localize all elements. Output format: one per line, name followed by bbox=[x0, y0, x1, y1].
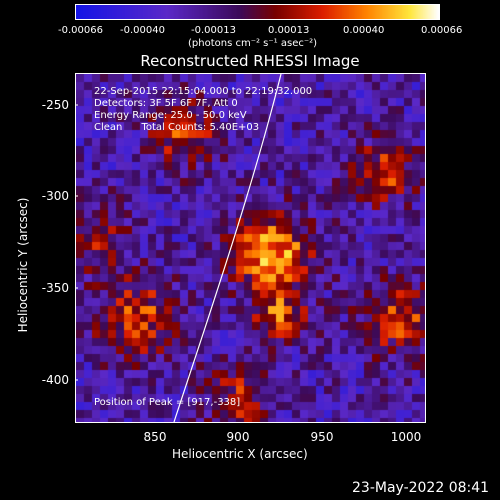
info-counts: Clean Total Counts: 5.40E+03 bbox=[94, 122, 260, 133]
y-tick: -300 bbox=[41, 189, 69, 203]
x-tick: 900 bbox=[226, 430, 250, 444]
info-time: 22-Sep-2015 22:15:04.000 to 22:19:32.000 bbox=[94, 86, 313, 97]
x-tick: 950 bbox=[310, 430, 334, 444]
solar-limb bbox=[173, 74, 282, 422]
y-tick: -350 bbox=[41, 281, 69, 295]
timestamp: 23-May-2022 08:41 bbox=[352, 480, 490, 496]
y-tick: -400 bbox=[41, 373, 69, 387]
colorbar-tick: 0.00040 bbox=[343, 25, 385, 36]
colorbar-tick: -0.00013 bbox=[191, 25, 236, 36]
plot-title: Reconstructed RHESSI Image bbox=[140, 52, 360, 70]
image-plot: 22-Sep-2015 22:15:04.000 to 22:19:32.000… bbox=[75, 73, 426, 423]
y-tick-marks bbox=[75, 104, 78, 381]
colorbar-unit: (photons cm⁻² s⁻¹ asec⁻²) bbox=[188, 38, 318, 49]
colorbar bbox=[75, 4, 440, 20]
rhessi-image bbox=[76, 74, 425, 422]
x-tick: 1000 bbox=[390, 430, 422, 444]
x-axis-label: Heliocentric X (arcsec) bbox=[172, 447, 308, 461]
colorbar-tick: 0.00066 bbox=[421, 25, 463, 36]
y-tick: -250 bbox=[41, 98, 69, 112]
x-tick: 850 bbox=[143, 430, 167, 444]
y-axis-label: Heliocentric Y (arcsec) bbox=[16, 197, 30, 333]
colorbar-tick: 0.00013 bbox=[268, 25, 310, 36]
colorbar-tick: -0.00040 bbox=[120, 25, 165, 36]
info-detectors: Detectors: 3F 5F 6F 7F, Att 0 bbox=[94, 98, 238, 109]
peak-position: Position of Peak = [917,-338] bbox=[94, 397, 241, 408]
colorbar-tick: -0.00066 bbox=[58, 25, 103, 36]
info-energy: Energy Range: 25.0 - 50.0 keV bbox=[94, 110, 247, 121]
